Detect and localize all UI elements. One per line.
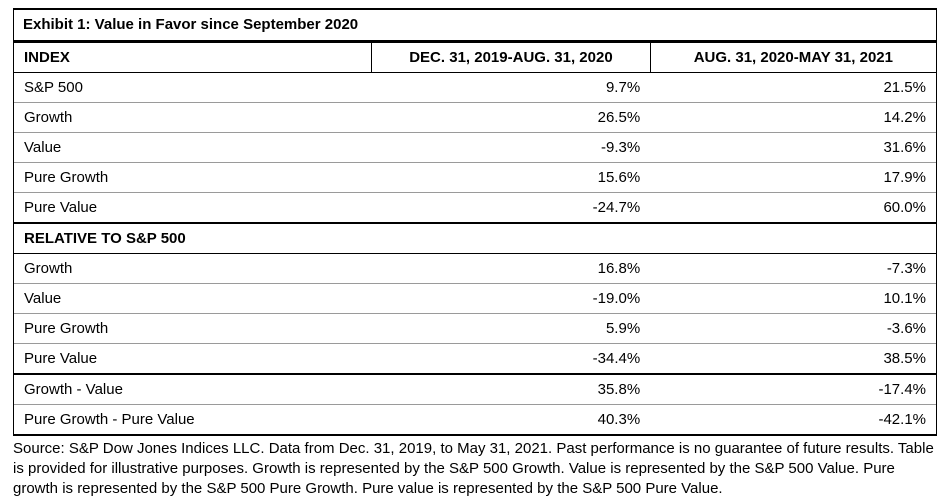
row-value-period1: 40.3% [597, 411, 641, 428]
row-value-period2: -3.6% [650, 313, 936, 344]
section-header-label: RELATIVE TO S&P 500 [14, 222, 936, 254]
row-label: Pure Growth [14, 162, 372, 193]
row-value-period2: 10.1% [650, 283, 936, 314]
table-row: Growth 16.8% -7.3% [14, 253, 936, 284]
row-value-period2: 60.0% [650, 192, 936, 224]
table-row: S&P 500 9.7% 21.5% [14, 72, 936, 103]
column-header-period2: AUG. 31, 2020-MAY 31, 2021 [649, 42, 936, 73]
source-footnote: Source: S&P Dow Jones Indices LLC. Data … [13, 440, 934, 496]
table-row: Pure Growth 15.6% 17.9% [14, 162, 936, 193]
row-value-period2: 31.6% [650, 132, 936, 163]
row-label: Value [14, 132, 372, 163]
row-label: Pure Value [14, 343, 372, 375]
row-value-period1: -34.4% [371, 343, 651, 375]
row-value-period2: -7.3% [650, 253, 936, 284]
row-value-period2: 14.2% [650, 102, 936, 133]
row-value-period1: 5.9% [371, 313, 651, 344]
row-value-period1: -9.3% [371, 132, 651, 163]
exhibit-table-box: Exhibit 1: Value in Favor since Septembe… [13, 8, 937, 436]
exhibit-table: INDEX DEC. 31, 2019-AUG. 31, 2020 AUG. 3… [14, 42, 936, 434]
row-label: Pure Value [14, 192, 372, 224]
table-row: Pure Value -24.7% 60.0% [14, 192, 936, 224]
row-value-period1: -19.0% [371, 283, 651, 314]
row-label: Value [14, 283, 372, 314]
row-value-period1: 15.6% [371, 162, 651, 193]
row-label: S&P 500 [14, 72, 372, 103]
row-value-period2: 17.9% [650, 162, 936, 193]
row-value-period1: 26.5% [371, 102, 651, 133]
row-label: Growth [14, 102, 372, 133]
table-row: Pure Value -34.4% 38.5% [14, 343, 936, 375]
header-row: INDEX DEC. 31, 2019-AUG. 31, 2020 AUG. 3… [14, 42, 936, 73]
exhibit-title: Exhibit 1: Value in Favor since Septembe… [14, 10, 936, 42]
row-label: Growth - Value [14, 373, 372, 405]
row-value-period1: 9.7% [371, 72, 651, 103]
row-value-period1: -24.7% [371, 192, 651, 224]
row-value-period1: 16.8% [371, 253, 651, 284]
column-header-index: INDEX [14, 42, 373, 73]
section-header-row: RELATIVE TO S&P 500 [14, 222, 936, 254]
column-header-period1: DEC. 31, 2019-AUG. 31, 2020 [371, 42, 651, 73]
table-row: Growth - Value 35.8% -17.4% [14, 373, 936, 405]
row-label: Pure Growth [14, 313, 372, 344]
table-row: Pure Growth 5.9% -3.6% [14, 313, 936, 344]
row-value-period2: 38.5% [650, 343, 936, 375]
table-row: Growth 26.5% 14.2% [14, 102, 936, 133]
row-value-period2: 21.5% [650, 72, 936, 103]
row-label: Pure Growth - Pure Value [24, 411, 195, 428]
table-row: Pure Growth - Pure Value 40.3% -42.1% [14, 405, 936, 435]
row-value-period2: -17.4% [650, 373, 936, 405]
row-value-period1: 35.8% [371, 373, 651, 405]
row-value-period2: -42.1% [878, 411, 926, 428]
table-body: S&P 500 9.7% 21.5% Growth 26.5% 14.2% Va… [14, 72, 936, 435]
table-row: Value -9.3% 31.6% [14, 132, 936, 163]
row-label: Growth [14, 253, 372, 284]
table-row: Value -19.0% 10.1% [14, 283, 936, 314]
table-header: INDEX DEC. 31, 2019-AUG. 31, 2020 AUG. 3… [14, 42, 936, 73]
